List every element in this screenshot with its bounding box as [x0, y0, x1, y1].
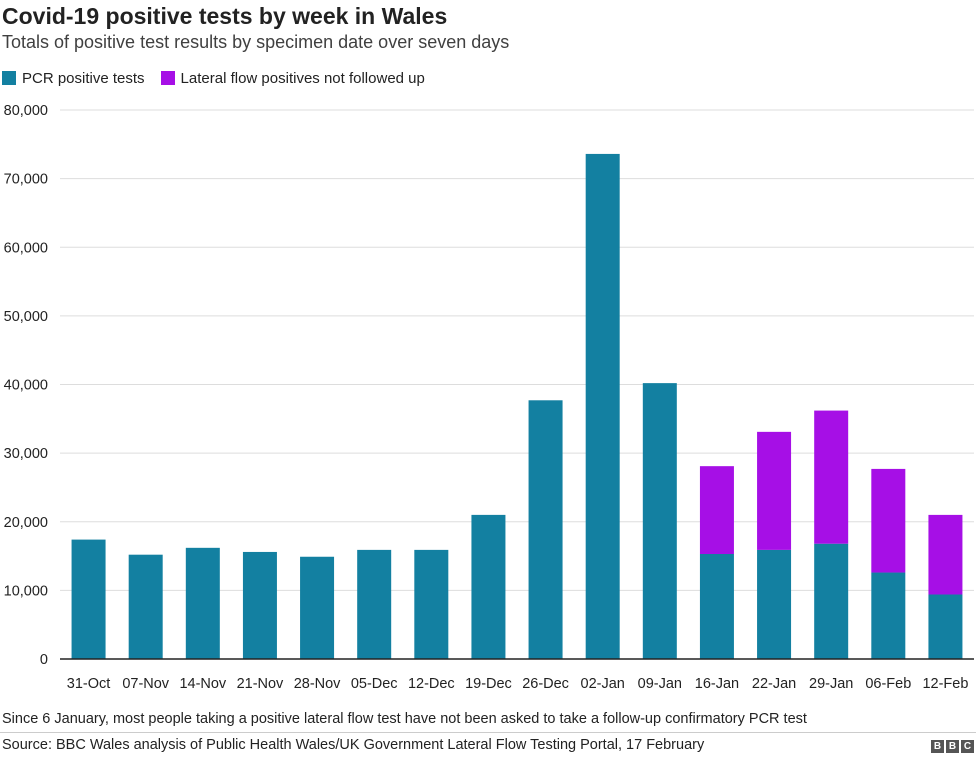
y-tick-label: 0	[40, 652, 48, 668]
x-tick-label: 12-Dec	[408, 676, 455, 692]
x-tick-label: 26-Dec	[522, 676, 569, 692]
lft-bar	[699, 466, 734, 555]
x-tick-label: 02-Jan	[581, 676, 625, 692]
chart-footnote: Since 6 January, most people taking a po…	[2, 711, 807, 727]
x-tick-label: 28-Nov	[294, 676, 341, 692]
legend-label-lft: Lateral flow positives not followed up	[180, 69, 425, 87]
y-tick-label: 10,000	[4, 583, 48, 599]
pcr-bar	[242, 551, 277, 659]
x-tick-label: 19-Dec	[465, 676, 512, 692]
legend-item-pcr: PCR positive tests	[2, 70, 145, 87]
chart-title: Covid-19 positive tests by week in Wales	[2, 3, 448, 29]
x-tick-label: 29-Jan	[809, 676, 853, 692]
stacked-bar-chart: 0 10,000 20,000 30,000 40,000 50,000 60,000 70,…	[4, 103, 974, 692]
x-tick-label: 06-Feb	[865, 676, 911, 692]
x-tick-label: 09-Jan	[638, 676, 682, 692]
pcr-bar	[471, 514, 506, 659]
pcr-bar	[699, 554, 734, 659]
bbc-logo-letter: B	[946, 740, 959, 753]
pcr-bar	[185, 547, 220, 659]
x-tick-label: 31-Oct	[67, 676, 111, 692]
legend-item-lft: Lateral flow positives not followed up	[160, 69, 425, 87]
pcr-bar	[128, 554, 163, 659]
bbc-logo-letter: C	[961, 740, 974, 753]
y-tick-label: 60,000	[4, 240, 48, 256]
x-tick-label: 21-Nov	[237, 676, 284, 692]
x-tick-label: 16-Jan	[695, 676, 739, 692]
pcr-bar	[71, 539, 106, 659]
pcr-bar	[585, 153, 620, 660]
legend-swatch-lft	[160, 71, 175, 85]
lft-bar	[871, 468, 906, 573]
pcr-bar	[814, 543, 849, 659]
legend-label-pcr: PCR positive tests	[22, 69, 145, 87]
pcr-bar	[357, 549, 392, 659]
pcr-bar	[528, 400, 563, 659]
x-tick-label: 05-Dec	[351, 676, 398, 692]
x-tick-label: 22-Jan	[752, 676, 796, 692]
x-tick-label: 14-Nov	[179, 676, 226, 692]
pcr-bar	[757, 549, 792, 659]
pcr-bar	[871, 572, 906, 659]
lft-bar	[757, 431, 792, 550]
lft-bar	[928, 514, 963, 595]
pcr-bar	[928, 594, 963, 659]
legend: PCR positive tests Lateral flow positive…	[2, 68, 441, 88]
chart-source: Source: BBC Wales analysis of Public Hea…	[2, 737, 705, 753]
pcr-bar	[642, 383, 677, 659]
y-tick-label: 30,000	[4, 446, 48, 462]
pcr-bar	[414, 549, 449, 659]
x-tick-label: 07-Nov	[122, 676, 169, 692]
lft-bar	[814, 410, 849, 544]
y-tick-label: 70,000	[4, 172, 48, 188]
legend-swatch-pcr	[2, 71, 16, 85]
x-tick-label: 12-Feb	[922, 676, 968, 692]
bbc-logo-letter: B	[931, 740, 944, 753]
bbc-logo: B B C	[929, 740, 974, 753]
y-tick-label: 50,000	[4, 309, 48, 325]
y-tick-label: 20,000	[4, 515, 48, 531]
footer-divider	[0, 732, 976, 733]
y-tick-label: 80,000	[4, 103, 48, 119]
chart-subtitle: Totals of positive test results by speci…	[2, 32, 510, 52]
pcr-bar	[300, 556, 335, 659]
y-tick-label: 40,000	[4, 378, 48, 394]
